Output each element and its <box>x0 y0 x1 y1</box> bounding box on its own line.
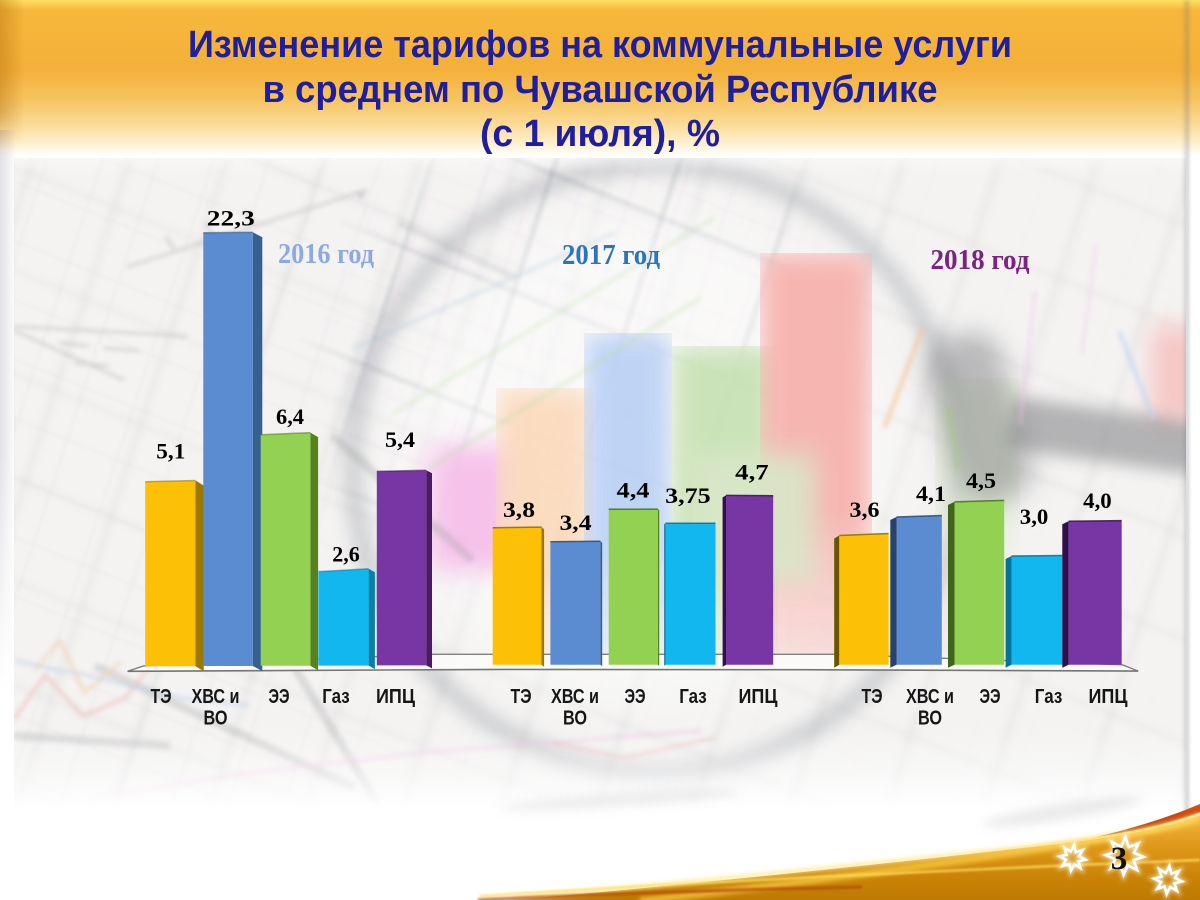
svg-text:(с 1 июля), %: (с 1 июля), % <box>480 113 720 155</box>
svg-text:ИПЦ: ИПЦ <box>1089 685 1128 708</box>
svg-text:4,1: 4,1 <box>916 481 946 506</box>
svg-text:Изменение тарифов на коммуналь: Изменение тарифов на коммунальные услуги <box>188 24 1012 66</box>
svg-text:3: 3 <box>1111 841 1128 877</box>
svg-text:4,0: 4,0 <box>1083 488 1112 513</box>
svg-text:6,4: 6,4 <box>276 404 304 429</box>
svg-text:2016 год: 2016 год <box>278 239 374 270</box>
svg-text:3,75: 3,75 <box>665 483 711 508</box>
svg-text:3,8: 3,8 <box>503 497 535 522</box>
svg-text:2018 год: 2018 год <box>931 245 1030 276</box>
svg-text:ЭЭ: ЭЭ <box>625 685 646 708</box>
svg-text:Газ: Газ <box>322 685 350 708</box>
svg-text:4,5: 4,5 <box>966 468 996 493</box>
svg-text:2017 год: 2017 год <box>562 240 660 271</box>
svg-text:ТЭ: ТЭ <box>151 685 172 708</box>
svg-text:ВО: ВО <box>563 707 587 730</box>
svg-text:ИПЦ: ИПЦ <box>739 685 778 708</box>
svg-text:3,6: 3,6 <box>850 497 880 522</box>
svg-text:ЭЭ: ЭЭ <box>980 685 1001 708</box>
svg-text:ХВС и: ХВС и <box>551 685 599 708</box>
svg-text:3,0: 3,0 <box>1020 504 1049 529</box>
svg-text:4,7: 4,7 <box>735 459 769 484</box>
svg-text:ВО: ВО <box>918 707 942 730</box>
svg-text:ХВС и: ХВС и <box>192 685 240 708</box>
svg-text:ТЭ: ТЭ <box>511 685 532 708</box>
svg-text:4,4: 4,4 <box>617 478 650 503</box>
svg-text:ИПЦ: ИПЦ <box>376 685 415 708</box>
svg-text:2,6: 2,6 <box>332 542 360 567</box>
svg-text:5,1: 5,1 <box>156 439 185 464</box>
svg-text:в среднем по Чувашской Республ: в среднем по Чувашской Республике <box>263 69 938 111</box>
svg-text:ВО: ВО <box>204 707 228 730</box>
svg-text:3,4: 3,4 <box>560 510 592 535</box>
svg-text:ЭЭ: ЭЭ <box>269 685 290 708</box>
svg-text:Газ: Газ <box>679 685 707 708</box>
svg-text:22,3: 22,3 <box>207 206 255 231</box>
svg-text:5,4: 5,4 <box>385 427 415 452</box>
svg-text:ТЭ: ТЭ <box>862 685 883 708</box>
svg-text:ХВС и: ХВС и <box>906 685 954 708</box>
svg-text:Газ: Газ <box>1035 685 1063 708</box>
